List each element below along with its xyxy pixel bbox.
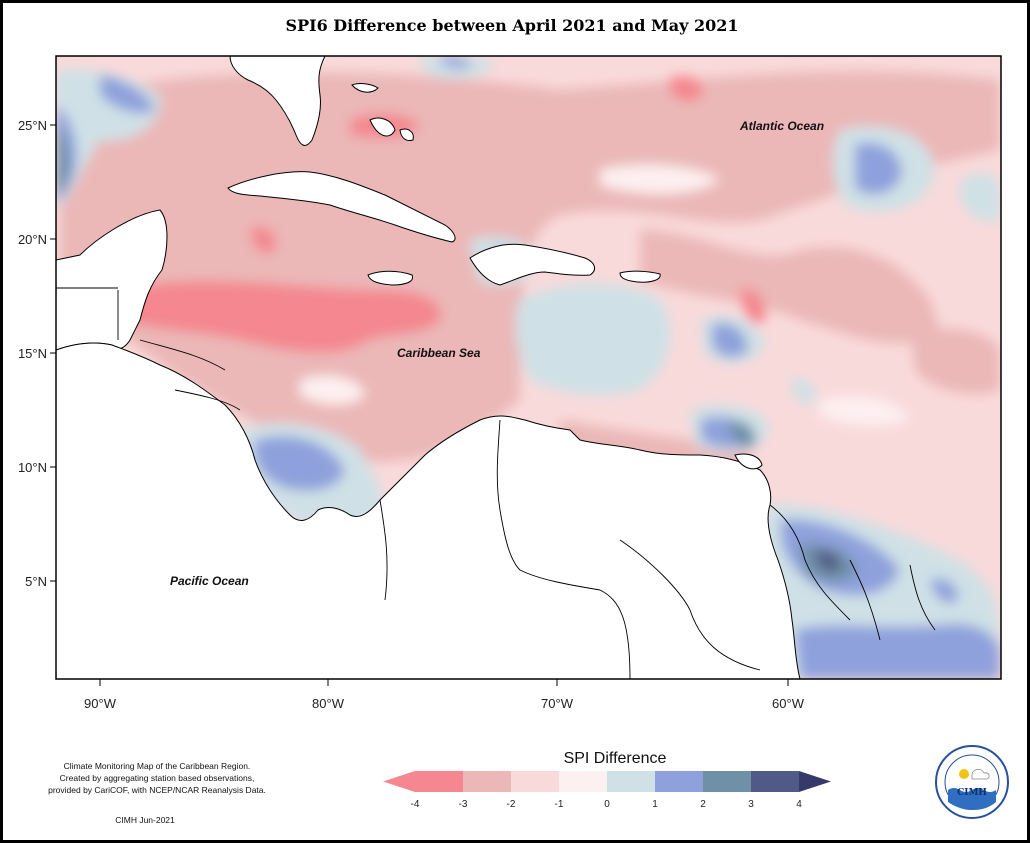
credit-line-1: Climate Monitoring Map of the Caribbean … [63, 761, 251, 771]
colorbar-tick-label: 3 [748, 799, 754, 810]
legend-title: SPI Difference [563, 750, 667, 767]
colorbar-swatch [559, 771, 607, 792]
colorbar-swatch [655, 771, 703, 792]
lon-label-70: 70°W [541, 696, 574, 711]
lat-label-20: 20°N [18, 232, 47, 247]
colorbar-swatch [511, 771, 559, 792]
logo-text: CIMH [957, 788, 987, 798]
colorbar-arrow-low [383, 771, 415, 792]
map-title: SPI6 Difference between April 2021 and M… [285, 16, 739, 35]
lat-label-5: 5°N [25, 574, 47, 589]
atlantic-label: Atlantic Ocean [739, 119, 824, 133]
lat-label-10: 10°N [18, 460, 47, 475]
map-border [55, 55, 1002, 680]
spi-field [56, 56, 1001, 679]
credit-line-2: Created by aggregating station based obs… [59, 773, 255, 783]
colorbar-swatch [607, 771, 655, 792]
colorbar-tick-label: 1 [652, 799, 658, 810]
colorbar-tick-label: 4 [796, 799, 802, 810]
colorbar-swatch [703, 771, 751, 792]
colorbar-tick-label: 0 [604, 799, 610, 810]
colorbar-arrow-high [799, 771, 831, 792]
credit-stamp: CIMH Jun-2021 [115, 815, 175, 825]
cimh-logo: CIMH [935, 745, 1009, 819]
pacific-label: Pacific Ocean [170, 574, 249, 588]
colorbar-tick-label: -2 [507, 799, 516, 810]
lat-label-25: 25°N [18, 118, 47, 133]
lon-label-60: 60°W [772, 696, 805, 711]
colorbar: -4 -3 -2 -1 0 1 2 3 4 [383, 771, 831, 810]
lat-label-15: 15°N [18, 346, 47, 361]
lat-axis: 25°N 20°N 15°N 10°N 5°N [18, 118, 56, 589]
caribbean-label: Caribbean Sea [397, 346, 481, 360]
lon-label-80: 80°W [312, 696, 345, 711]
colorbar-tick-label: -1 [555, 799, 564, 810]
colorbar-swatch [463, 771, 511, 792]
coastlines [56, 56, 801, 679]
colorbar-swatch [751, 771, 799, 792]
colorbar-tick-label: -3 [459, 799, 468, 810]
colorbar-tick-label: -4 [411, 799, 420, 810]
lon-axis: 90°W 80°W 70°W 60°W [84, 679, 805, 711]
credit-line-3: provided by CariCOF, with NCEP/NCAR Rean… [48, 785, 266, 795]
colorbar-tick-label: 2 [700, 799, 706, 810]
credit-text: Climate Monitoring Map of the Caribbean … [22, 760, 292, 796]
colorbar-swatch [415, 771, 463, 792]
country-borders [56, 287, 936, 679]
lon-label-90: 90°W [84, 696, 117, 711]
